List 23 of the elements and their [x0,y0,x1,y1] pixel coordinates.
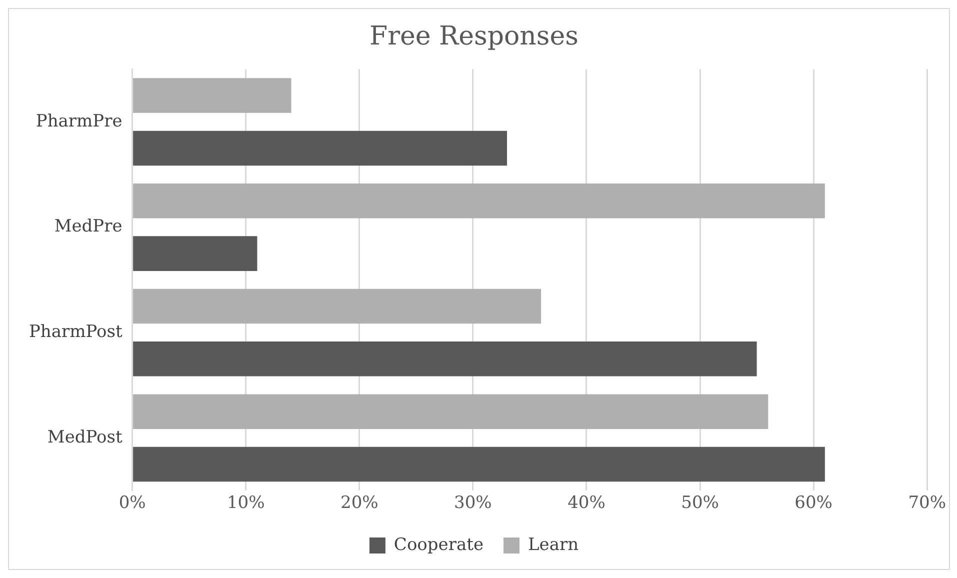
x-tick-label: 20% [340,493,378,514]
bar [133,342,757,376]
x-tick-label: 10% [226,493,265,514]
bar [133,236,258,271]
chart-title: Free Responses [370,21,578,52]
bar [133,184,825,218]
bar [133,130,507,166]
x-tick-label: 60% [794,493,832,514]
x-tick-label: 50% [681,493,719,514]
legend-label: Cooperate [394,534,484,555]
y-tick-label: MedPost [47,427,122,448]
bar [133,446,825,482]
x-tick-label: 40% [568,493,606,514]
x-tick-label: 70% [908,493,946,514]
y-tick-label: PharmPre [36,111,122,132]
y-tick-label: PharmPost [28,322,122,342]
x-tick-label: 0% [118,493,146,514]
bar [133,78,292,113]
y-tick-label: MedPre [54,216,122,237]
x-tick-label: 30% [454,493,492,514]
bar [133,288,542,324]
bar [133,394,768,429]
legend-label: Learn [528,534,579,555]
